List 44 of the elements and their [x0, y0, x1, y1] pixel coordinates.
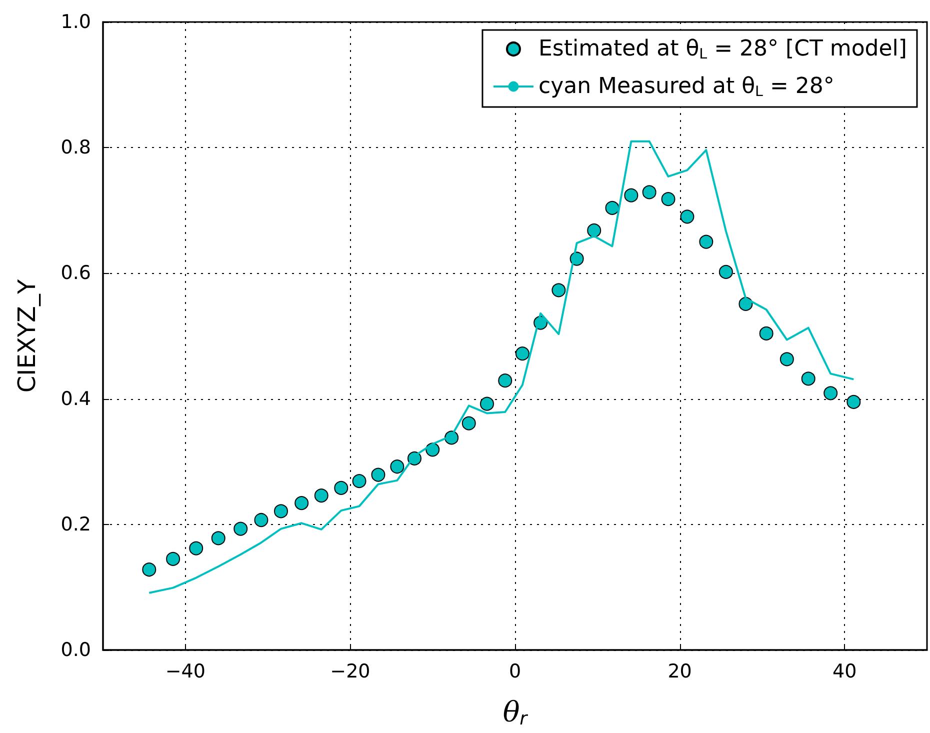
- point: [142, 562, 156, 577]
- x-tick-label: 20: [668, 660, 692, 682]
- point: [680, 210, 694, 224]
- point: [189, 541, 204, 556]
- point: [661, 192, 676, 206]
- point: [699, 234, 714, 249]
- point: [498, 374, 512, 388]
- point: [605, 200, 620, 215]
- point: [314, 488, 328, 503]
- x-tick-label: 0: [508, 660, 522, 682]
- x-tick-label: 40: [832, 660, 857, 682]
- point: [462, 416, 476, 430]
- y-tick-label: 0.2: [60, 513, 91, 536]
- point: [334, 480, 348, 495]
- point: [801, 372, 816, 386]
- point: [552, 283, 566, 298]
- point: [254, 513, 268, 527]
- point: [846, 394, 861, 409]
- point: [759, 326, 774, 340]
- point: [587, 224, 602, 238]
- point: [166, 552, 180, 566]
- point: [642, 185, 656, 200]
- point: [824, 386, 838, 400]
- point: [371, 468, 386, 482]
- point: [624, 188, 638, 202]
- point: [390, 460, 404, 474]
- y-tick-label: 0.6: [60, 262, 91, 284]
- point: [352, 474, 366, 488]
- x-tick-label: −40: [165, 660, 206, 682]
- y-tick-label: 0.0: [60, 639, 91, 661]
- point: [780, 352, 794, 366]
- line-series: [148, 140, 855, 594]
- y-tick-label: 0.4: [60, 388, 91, 410]
- point: [234, 522, 248, 536]
- y-tick-label: 0.8: [60, 136, 91, 159]
- point: [480, 396, 494, 411]
- x-tick-label: −20: [330, 660, 370, 682]
- point: [515, 346, 530, 361]
- y-axis-title: CIEXYZ_Y: [13, 279, 41, 393]
- point: [274, 504, 288, 518]
- point: [211, 531, 226, 546]
- point: [294, 496, 309, 510]
- y-tick-label: 1.0: [60, 11, 91, 33]
- point: [718, 264, 733, 279]
